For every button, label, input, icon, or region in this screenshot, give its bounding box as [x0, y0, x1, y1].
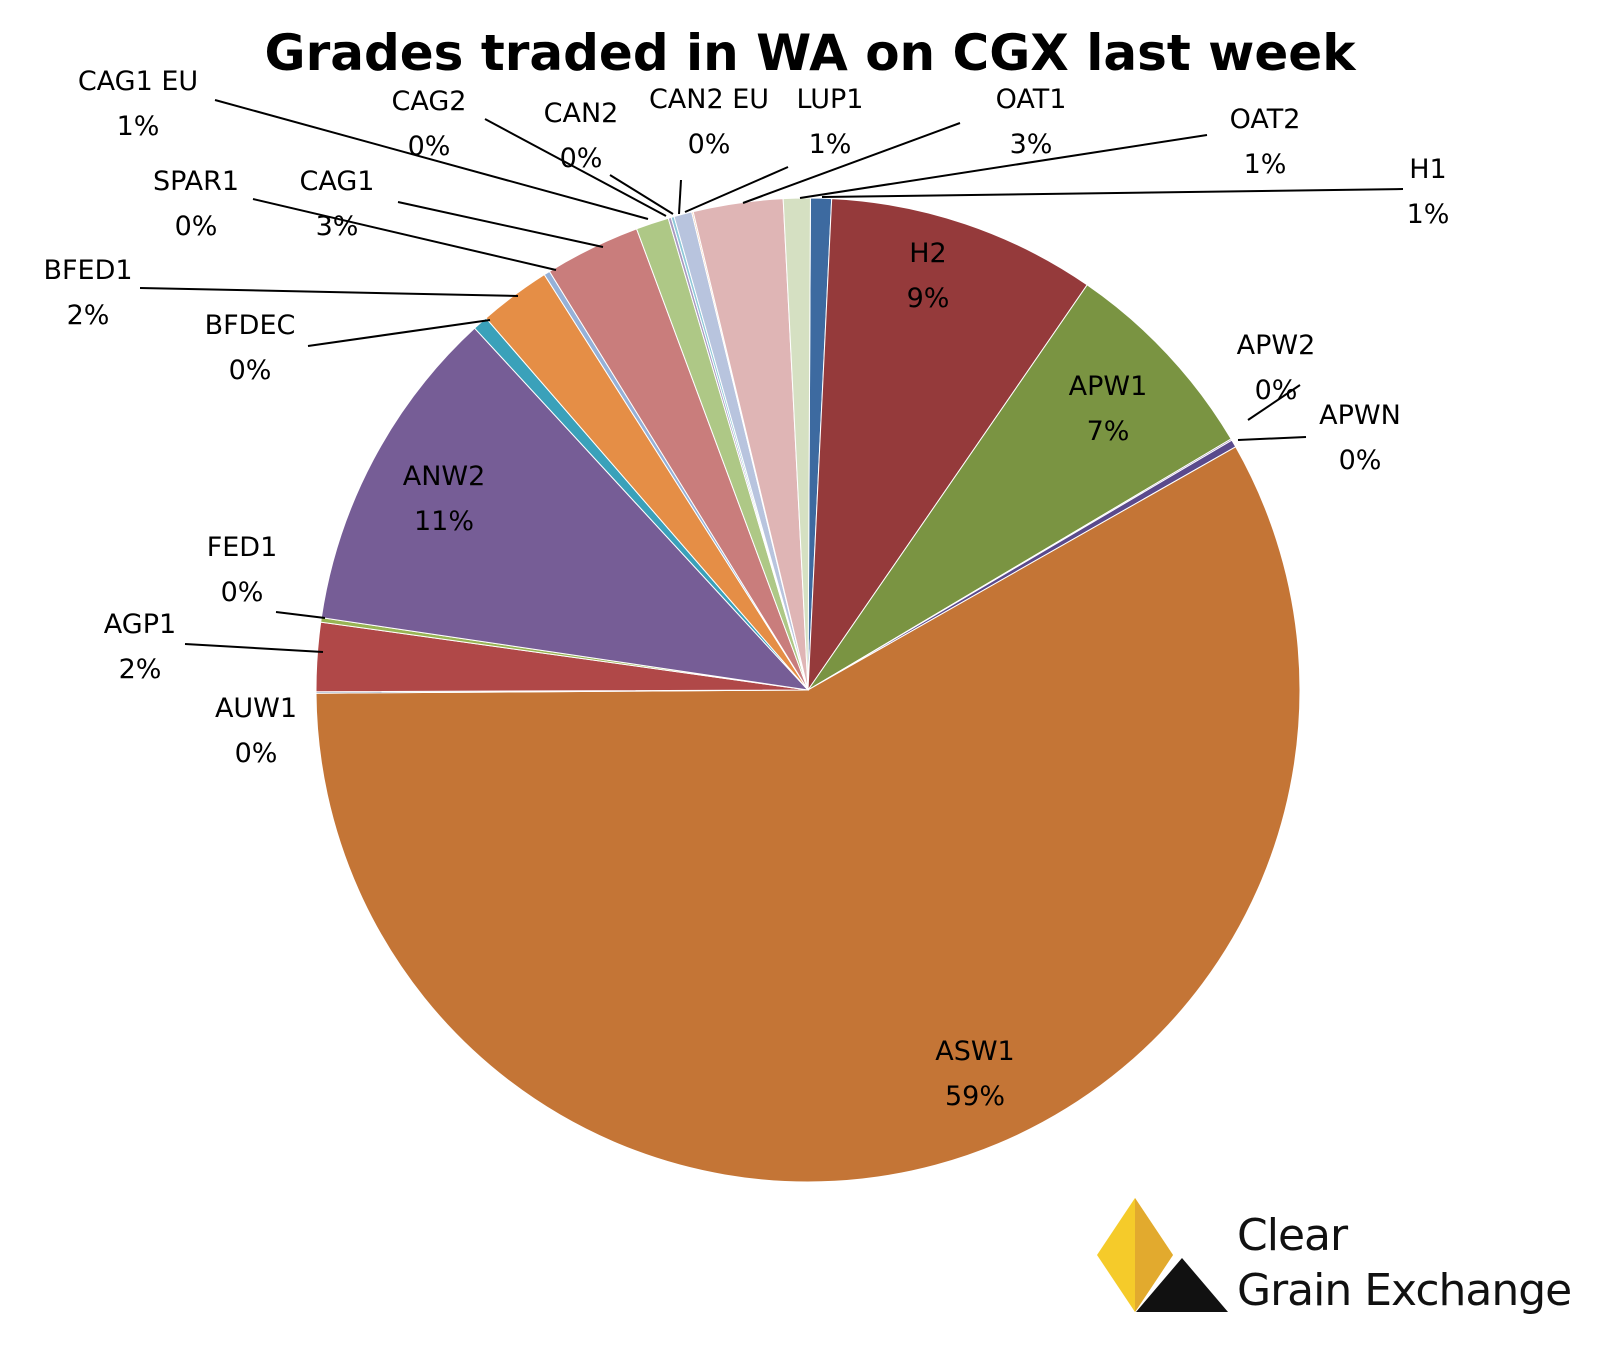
- logo-black-triangle-icon: [1136, 1258, 1228, 1312]
- slice-name-anw2: ANW2: [403, 461, 486, 492]
- leader-line-h1: [821, 188, 1404, 198]
- slice-name-bfed1: BFED1: [43, 255, 132, 286]
- slice-apw1: [807, 284, 1232, 691]
- slice-percent-anw2: 11%: [414, 506, 474, 537]
- slice-percent-asw1: 59%: [945, 1081, 1005, 1112]
- slice-percent-cag1-eu: 1%: [117, 111, 160, 142]
- slice-name-auw1: AUW1: [215, 693, 297, 724]
- leader-line-spar1: [252, 198, 557, 271]
- slice-percent-h1: 1%: [1407, 199, 1450, 230]
- slice-oat2: [782, 197, 811, 691]
- leader-line-can2-eu: [678, 179, 682, 215]
- slice-percent-cag2: 0%: [408, 131, 451, 162]
- slice-name-cag1: CAG1: [300, 166, 375, 197]
- slice-name-bfdec: BFDEC: [205, 310, 296, 341]
- slice-percent-fed1: 0%: [221, 577, 264, 608]
- leader-line-agp1: [184, 643, 324, 653]
- logo-line-1: Clear: [1237, 1210, 1349, 1261]
- slice-anw2: [320, 327, 810, 691]
- slice-percent-lup1: 1%: [809, 129, 852, 160]
- leader-line-oat2: [799, 134, 1208, 199]
- leader-line-cag1-eu: [214, 99, 649, 220]
- slice-h2: [807, 198, 1088, 692]
- slice-name-lup1: LUP1: [797, 84, 864, 115]
- slice-percent-apw1: 7%: [1087, 416, 1130, 447]
- leader-line-lup1: [684, 166, 789, 213]
- pie-slices: [315, 197, 1301, 1183]
- slice-name-apw2: APW2: [1237, 330, 1316, 361]
- slice-percent-apwn: 0%: [1339, 445, 1382, 476]
- slice-name-agp1: AGP1: [104, 609, 176, 640]
- slice-name-oat2: OAT2: [1230, 104, 1301, 135]
- leader-line-oat1: [742, 122, 961, 204]
- leader-line-can2: [609, 174, 674, 215]
- leader-lines: [139, 99, 1404, 653]
- slice-asw1: [315, 446, 1301, 1183]
- slice-percent-spar1: 0%: [175, 211, 218, 242]
- slice-name-cag1-eu: CAG1 EU: [78, 66, 198, 97]
- slice-name-oat1: OAT1: [996, 84, 1067, 115]
- slice-name-apwn: APWN: [1319, 400, 1401, 431]
- slice-name-can2: CAN2: [544, 98, 619, 129]
- slice-name-asw1: ASW1: [935, 1036, 1014, 1067]
- slice-name-h2: H2: [909, 238, 946, 269]
- leader-line-apwn: [1237, 436, 1307, 441]
- slice-name-can2-eu: CAN2 EU: [649, 84, 769, 115]
- slice-name-fed1: FED1: [207, 532, 278, 563]
- slice-percent-auw1: 0%: [235, 738, 278, 769]
- leader-line-cag1: [397, 201, 604, 248]
- slice-name-cag2: CAG2: [392, 86, 467, 117]
- slice-name-apw1: APW1: [1069, 371, 1148, 402]
- slice-percent-cag1: 3%: [316, 211, 359, 242]
- slice-percent-agp1: 2%: [119, 654, 162, 685]
- clear-grain-exchange-logo: Clear Grain Exchange: [1097, 1198, 1572, 1316]
- slice-percent-bfed1: 2%: [67, 300, 110, 331]
- chart-title: Grades traded in WA on CGX last week: [265, 24, 1358, 82]
- slice-percent-can2-eu: 0%: [688, 129, 731, 160]
- logo-line-2: Grain Exchange: [1237, 1265, 1571, 1316]
- leader-line-bfdec: [307, 319, 491, 347]
- slice-percent-oat2: 1%: [1244, 149, 1287, 180]
- slice-name-spar1: SPAR1: [153, 166, 239, 197]
- slice-percent-apw2: 0%: [1255, 375, 1298, 406]
- leader-line-bfed1: [139, 287, 519, 297]
- slice-percent-bfdec: 0%: [229, 355, 272, 386]
- slice-percent-oat1: 3%: [1010, 129, 1053, 160]
- leader-line-cag2: [484, 118, 667, 217]
- logo-gold-facet-icon: [1135, 1198, 1173, 1312]
- leader-line-fed1: [275, 611, 326, 619]
- slice-name-h1: H1: [1409, 154, 1446, 185]
- leader-line-apw2: [1247, 384, 1301, 421]
- slice-labels: H1 1% H2 9% APW1 7% APW2 0% APWN 0% ASW1 59% AUW1 0% A…: [43, 66, 1449, 1112]
- slice-percent-can2: 0%: [560, 143, 603, 174]
- slice-percent-h2: 9%: [907, 283, 950, 314]
